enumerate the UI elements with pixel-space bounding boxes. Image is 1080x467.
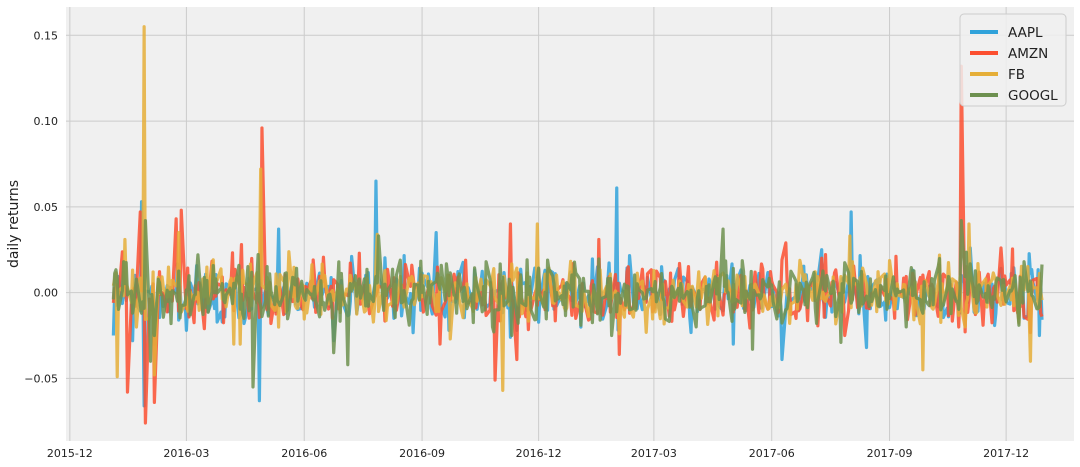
grid (66, 7, 1074, 441)
x-tick-label: 2017-12 (983, 447, 1029, 460)
y-tick-label: 0.10 (34, 115, 59, 128)
x-axis: 2015-12 2016-03 2016-06 2016-09 2016-12 2017-… (47, 447, 1029, 460)
y-tick-label: 0.05 (34, 201, 59, 214)
legend-label-fb: FB (1008, 67, 1025, 83)
legend-label-googl: GOOGL (1008, 88, 1058, 104)
x-tick-label: 2016-09 (399, 447, 445, 460)
x-tick-label: 2017-06 (749, 447, 795, 460)
y-tick-label: 0.00 (34, 287, 59, 300)
series-line-googl (111, 218, 1044, 389)
x-tick-label: 2017-03 (631, 447, 677, 460)
y-axis-label: daily returns (6, 180, 22, 268)
legend: AAPL AMZN FB GOOGL (959, 13, 1067, 107)
y-tick-label: −0.05 (24, 372, 58, 385)
x-tick-label: 2016-03 (163, 447, 209, 460)
y-axis: −0.05 0.00 0.05 0.10 0.15 (24, 29, 58, 385)
legend-label-amzn: AMZN (1008, 46, 1048, 62)
plot-background (66, 7, 1074, 441)
series-layer (111, 25, 1044, 425)
x-tick-label: 2015-12 (47, 447, 93, 460)
x-tick-label: 2017-09 (867, 447, 913, 460)
y-tick-label: 0.15 (34, 29, 59, 42)
x-tick-label: 2016-12 (516, 447, 562, 460)
legend-box (959, 13, 1067, 107)
x-tick-label: 2016-06 (281, 447, 327, 460)
legend-label-aapl: AAPL (1008, 25, 1043, 41)
